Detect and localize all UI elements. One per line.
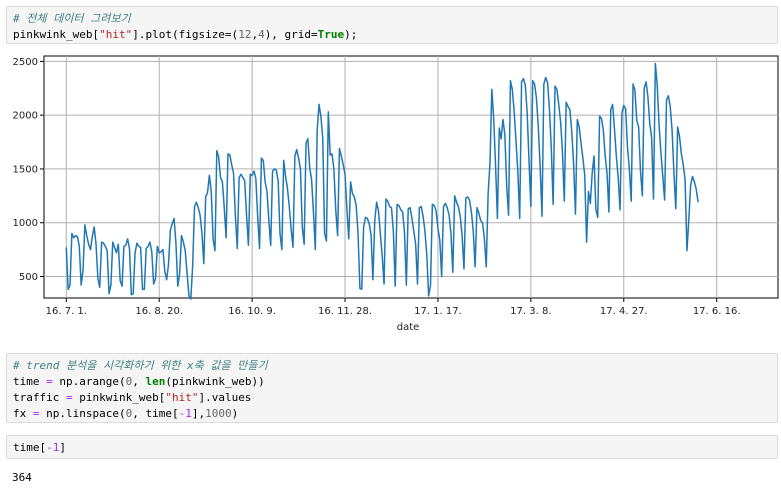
code-token: = <box>32 407 40 420</box>
hit-series-line <box>65 62 699 300</box>
code-token: -1 <box>178 407 192 420</box>
y-tick-label: 1500 <box>13 164 38 175</box>
code-token: len <box>145 375 166 388</box>
code-token: 1000 <box>205 407 232 420</box>
code-line: fx = np.linspace(0, time[-1],1000) <box>13 406 771 422</box>
code-token: (pinkwink_web)) <box>165 375 265 388</box>
y-tick-label: 1000 <box>13 218 38 229</box>
code-line: traffic = pinkwink_web["hit"].values <box>13 390 771 406</box>
code-token: = <box>46 375 53 388</box>
code-token: traffic <box>13 391 66 404</box>
x-tick-label: 16. 8. 20. <box>135 306 183 317</box>
code-token: , <box>251 28 259 41</box>
code-token: time[ <box>13 441 47 454</box>
x-tick-label: 17. 1. 17. <box>414 306 462 317</box>
x-tick-label: 16. 11. 28. <box>318 306 372 317</box>
code-line: time[-1] <box>13 440 771 456</box>
code-token: "hit" <box>165 391 199 404</box>
code-token: , time[ <box>132 407 179 420</box>
code-comment: # 전체 데이터 그려보기 <box>13 12 131 25</box>
code-cell-time[interactable]: time[-1] <box>6 435 778 459</box>
x-tick-label: 16. 10. 9. <box>228 306 276 317</box>
code-token: time <box>13 375 47 388</box>
code-token: ].values <box>198 391 252 404</box>
code-token: 12 <box>238 28 252 41</box>
y-tick-label: 2000 <box>13 111 38 122</box>
code-token: ), grid= <box>264 28 318 41</box>
code-cell-plot[interactable]: # 전체 데이터 그려보기 pinkwink_web["hit"].plot(f… <box>6 6 778 44</box>
x-tick-label: 16. 7. 1. <box>46 306 87 317</box>
code-token: = <box>65 391 73 404</box>
code-cell-trend[interactable]: # trend 분석을 시각화하기 위한 x축 값을 만들기 time = np… <box>6 353 778 423</box>
code-token: -1 <box>46 441 60 454</box>
cell-output: 364 <box>12 471 32 484</box>
x-tick-label: 17. 4. 27. <box>600 306 648 317</box>
code-token: 4 <box>258 28 265 41</box>
code-token: pinkwink_web[ <box>13 28 100 41</box>
code-token: np.arange( <box>52 375 126 388</box>
code-line: pinkwink_web["hit"].plot(figsize=(12,4),… <box>13 27 771 43</box>
y-tick-label: 2500 <box>13 57 38 68</box>
code-token: "hit" <box>99 28 133 41</box>
code-token: pinkwink_web[ <box>72 391 166 404</box>
x-axis-label: date <box>397 322 420 333</box>
code-token: ); <box>344 28 358 41</box>
code-token: fx <box>13 407 33 420</box>
code-token: ], <box>191 407 206 420</box>
x-tick-label: 17. 3. 8. <box>510 306 551 317</box>
code-token: ].plot(figsize=( <box>132 28 239 41</box>
code-token: ) <box>231 407 239 420</box>
code-token: 0 <box>125 375 133 388</box>
y-tick-label: 500 <box>19 272 38 283</box>
code-token: True <box>317 28 345 41</box>
plot-area <box>43 55 779 299</box>
code-token: 0 <box>125 407 133 420</box>
code-token: , <box>132 375 146 388</box>
code-comment: # trend 분석을 시각화하기 위한 x축 값을 만들기 <box>13 359 268 372</box>
code-token: np.linspace( <box>39 407 126 420</box>
code-token: ] <box>59 441 66 454</box>
code-line: time = np.arange(0, len(pinkwink_web)) <box>13 374 771 390</box>
line-chart: 500 1000 1500 2000 2500 16. 7. 1. 16. 8. 20. 1… <box>13 55 779 333</box>
x-tick-label: 17. 6. 16. <box>693 306 741 317</box>
